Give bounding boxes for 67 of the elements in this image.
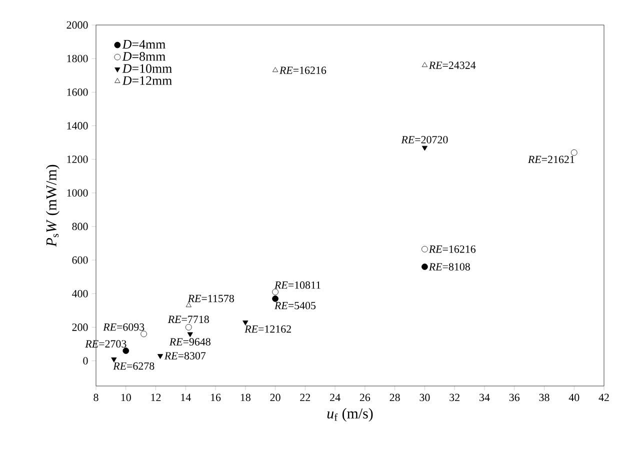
annotation: RE=7718 <box>168 316 209 324</box>
point <box>570 149 578 156</box>
point <box>422 146 428 151</box>
annotation: RE=6278 <box>113 362 154 370</box>
x-tick-label: 28 <box>390 394 400 402</box>
x-tick-label: 38 <box>539 394 550 402</box>
y-tick-label: 1200 <box>67 156 88 164</box>
annotation: RE=11578 <box>188 294 234 302</box>
x-tick-label: 24 <box>330 394 340 402</box>
y-tick-label: 1800 <box>67 54 88 62</box>
annotation: RE=21621 <box>528 156 574 164</box>
x-axis-title: u$_{f}$ (m/s) <box>327 408 373 422</box>
annotation: RE=5405 <box>274 302 316 310</box>
legend-label: D=10mm <box>122 64 172 73</box>
y-tick-label: 1400 <box>67 122 88 130</box>
y-tick-label: 600 <box>72 256 88 264</box>
x-tick-label: 22 <box>300 394 310 402</box>
point <box>272 288 278 296</box>
annotation: RE=9648 <box>169 338 210 346</box>
point <box>122 348 130 354</box>
x-tick-label: 26 <box>360 394 370 402</box>
legend-label: D=4mm <box>122 40 166 49</box>
x-tick-label: 12 <box>151 394 161 402</box>
point <box>272 67 278 72</box>
annotation: RE=6093 <box>103 323 144 331</box>
point <box>185 324 192 330</box>
annotation: RE=8307 <box>164 352 206 360</box>
annotation: RE=24324 <box>428 62 476 69</box>
y-tick-label: 800 <box>72 222 88 230</box>
x-tick-label: 18 <box>240 394 250 402</box>
annotation: RE=10811 <box>274 281 320 289</box>
y-tick-label: 0 <box>83 357 88 365</box>
annotation: RE=12162 <box>244 325 291 333</box>
point <box>422 264 428 270</box>
y-tick-label: 400 <box>72 290 88 298</box>
point <box>272 296 278 302</box>
y-tick-label: 200 <box>72 324 88 331</box>
point <box>186 302 192 308</box>
x-tick-label: 8 <box>94 394 98 402</box>
annotation: RE=20720 <box>401 136 448 144</box>
annotation: RE=2703 <box>85 340 126 348</box>
y-tick-label: 1000 <box>67 189 88 197</box>
x-tick-label: 40 <box>568 394 580 402</box>
x-tick-label: 30 <box>420 394 430 402</box>
x-tick-label: 42 <box>598 394 609 402</box>
annotation: RE=16216 <box>428 245 476 253</box>
x-tick-label: 14 <box>181 394 191 402</box>
point <box>157 354 164 359</box>
legend-label: D=12mm <box>122 76 172 85</box>
point <box>242 320 248 326</box>
point <box>422 62 428 67</box>
x-tick-label: 34 <box>480 394 490 402</box>
x-tick-label: 36 <box>509 394 520 402</box>
y-tick-label: 1600 <box>67 88 88 96</box>
annotation: RE=8108 <box>428 263 470 270</box>
x-tick-label: 10 <box>121 394 131 402</box>
x-tick-label: 16 <box>211 394 221 402</box>
annotation: RE=16216 <box>279 66 326 74</box>
y-axis-title: P$_{s}$W (mW/m) <box>46 164 60 247</box>
point <box>140 330 147 338</box>
point <box>422 246 428 252</box>
point <box>187 332 193 338</box>
legend-label: D=8mm <box>122 52 166 61</box>
point <box>111 357 117 362</box>
y-tick-label: 2000 <box>66 21 88 29</box>
x-tick-label: 32 <box>450 394 460 402</box>
x-tick-label: 20 <box>270 394 280 402</box>
